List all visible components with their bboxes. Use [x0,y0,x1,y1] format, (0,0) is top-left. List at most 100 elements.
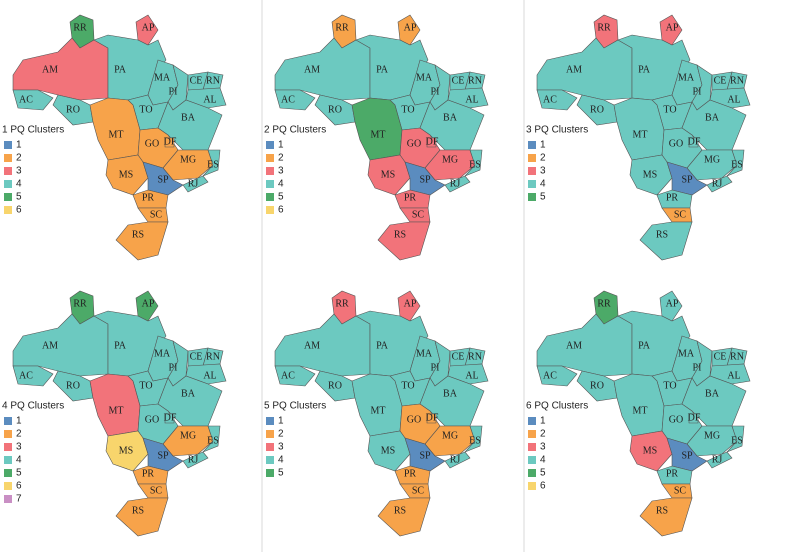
legend-swatch [4,469,12,477]
legend-label: 2 [540,429,546,440]
state-label: AC [543,370,557,381]
state-label: RO [328,104,342,115]
legend-swatch [528,482,536,490]
legend-label: 2 [540,153,546,164]
state-label: MG [180,154,196,165]
state-label: AC [281,370,295,381]
state-label: PR [404,192,417,203]
state-label: MA [678,72,695,83]
state-label: AL [203,94,216,105]
state-region [639,221,693,261]
legend-label: 4 [540,179,546,190]
legend-swatch [4,482,12,490]
state-label: PR [404,468,417,479]
state-region [367,430,411,472]
legend-swatch [528,443,536,451]
state-region [447,363,489,385]
state-label: PI [169,86,178,97]
state-label: PR [142,192,155,203]
state-region [404,437,446,472]
legend-label: 4 [16,455,22,466]
state-label: PR [666,192,679,203]
legend-label: 5 [16,468,22,479]
state-label: AM [304,64,320,75]
legend-swatch [266,141,274,149]
state-label: RS [394,229,406,240]
state-label: AP [142,298,155,309]
state-label: ES [731,159,743,170]
legend-title: 1 PQ Clusters [2,125,64,136]
legend-swatch [266,167,274,175]
legend-label: 3 [16,442,22,453]
legend-swatch [4,443,12,451]
state-label: SP [157,450,169,461]
state-region [656,465,693,485]
state-region [706,175,733,193]
state-label: PA [638,340,651,351]
legend-title: 4 PQ Clusters [2,401,64,412]
legend-label: 7 [16,494,22,505]
state-region [185,87,227,109]
state-label: DF [426,412,439,423]
state-label: MG [180,430,196,441]
state-label: RS [394,505,406,516]
state-label: CE [452,75,465,86]
legend-title: 5 PQ Clusters [264,401,326,412]
state-region [536,89,578,111]
state-label: SC [674,485,687,496]
state-label: SP [419,174,431,185]
legend-swatch [528,167,536,175]
state-label: MT [109,129,124,140]
state-label: BA [443,388,458,399]
legend-swatch [266,417,274,425]
legend-label: 5 [540,468,546,479]
state-label: MT [633,405,648,416]
state-label: AM [566,64,582,75]
state-label: CE [190,75,203,86]
state-label: BA [181,112,196,123]
state-label: SP [157,174,169,185]
legend-label: 6 [278,205,284,216]
state-label: AP [404,298,417,309]
state-label: PI [693,86,702,97]
legend-swatch [4,206,12,214]
state-label: DF [688,412,701,423]
legend-label: 5 [540,192,546,203]
state-region [726,149,745,177]
state-label: MA [678,348,695,359]
state-label: GO [407,138,421,149]
state-label: RJ [450,454,461,465]
state-label: DF [164,136,177,147]
legend-label: 6 [540,481,546,492]
state-label: RO [590,380,604,391]
legend-label: 2 [278,429,284,440]
state-region [629,430,673,472]
state-label: AC [543,94,557,105]
state-region [394,465,431,485]
state-region [367,154,411,196]
state-label: CE [714,351,727,362]
legend-swatch [528,154,536,162]
state-label: DF [164,412,177,423]
legend-label: 4 [540,455,546,466]
state-label: DF [688,136,701,147]
state-label: ES [469,435,481,446]
state-label: CE [452,351,465,362]
state-label: MA [416,72,433,83]
state-label: MG [704,154,720,165]
legend-label: 5 [278,468,284,479]
state-label: PI [693,362,702,373]
state-label: AL [465,370,478,381]
legend-label: 4 [278,179,284,190]
state-label: AM [42,340,58,351]
state-label: RS [656,505,668,516]
state-label: AC [281,94,295,105]
state-label: CE [190,351,203,362]
state-region [274,89,316,111]
state-label: AL [465,94,478,105]
legend-label: 6 [16,481,22,492]
state-label: GO [145,414,159,425]
legend-label: 3 [278,166,284,177]
